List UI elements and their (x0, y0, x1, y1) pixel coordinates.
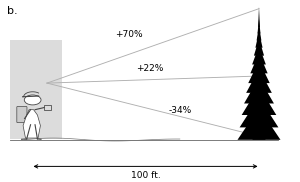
Polygon shape (240, 97, 278, 127)
Polygon shape (252, 117, 266, 140)
Text: +70%: +70% (115, 30, 143, 39)
Polygon shape (257, 19, 260, 33)
Polygon shape (242, 87, 276, 115)
Polygon shape (254, 39, 264, 56)
FancyBboxPatch shape (44, 105, 51, 110)
Polygon shape (248, 61, 270, 83)
FancyBboxPatch shape (17, 106, 27, 123)
Polygon shape (23, 110, 40, 138)
Text: 100 ft.: 100 ft. (130, 171, 160, 180)
Polygon shape (256, 25, 261, 41)
Polygon shape (244, 78, 274, 104)
Polygon shape (255, 32, 262, 48)
Text: -34%: -34% (168, 106, 191, 115)
FancyBboxPatch shape (10, 40, 62, 139)
Text: +22%: +22% (136, 64, 164, 73)
Text: b.: b. (7, 6, 17, 16)
Polygon shape (258, 7, 260, 27)
Polygon shape (250, 53, 268, 73)
Circle shape (24, 95, 41, 105)
Polygon shape (238, 108, 280, 140)
Polygon shape (246, 69, 272, 93)
Polygon shape (252, 46, 266, 64)
